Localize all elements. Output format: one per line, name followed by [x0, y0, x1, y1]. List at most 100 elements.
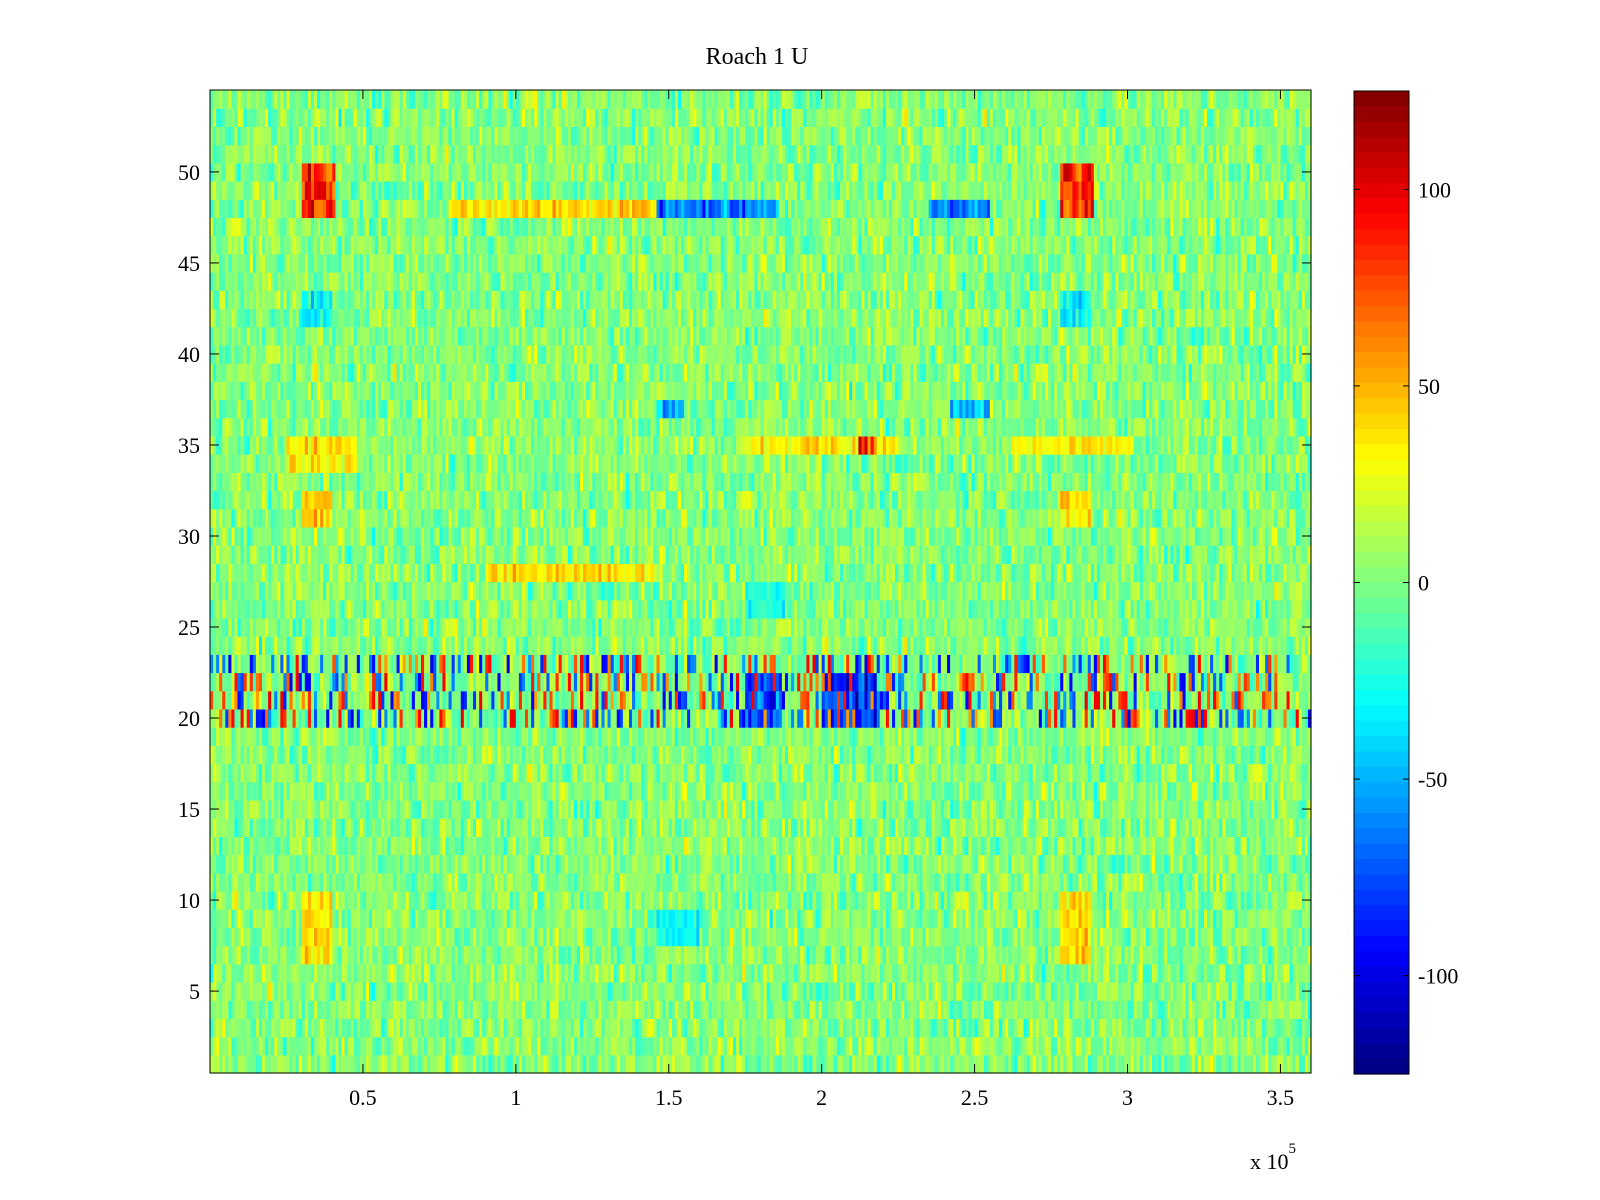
- heatmap-cell: [1219, 1054, 1223, 1074]
- heatmap-cell: [359, 963, 364, 983]
- heatmap-cell: [980, 981, 985, 1001]
- heatmap-cell: [463, 981, 468, 1001]
- heatmap-cell: [240, 1000, 245, 1019]
- heatmap-cell: [583, 1036, 587, 1056]
- heatmap-cell: [677, 1054, 682, 1074]
- heatmap-cell: [399, 963, 404, 983]
- heatmap-cell: [1164, 1000, 1168, 1019]
- heatmap-cell: [717, 1018, 722, 1038]
- heatmap-cell: [1271, 1036, 1275, 1056]
- heatmap-cell: [895, 981, 899, 1001]
- heatmap-cell: [369, 963, 373, 983]
- heatmap-cell: [861, 963, 866, 983]
- heatmap-cell: [815, 963, 820, 983]
- heatmap-cell: [1103, 1036, 1107, 1056]
- heatmap-cell: [821, 1000, 826, 1019]
- heatmap-cell: [329, 1018, 333, 1038]
- heatmap-cell: [1148, 1018, 1153, 1038]
- heatmap-cell: [1106, 1018, 1110, 1038]
- heatmap-cell: [320, 981, 324, 1001]
- heatmap-cell: [387, 963, 392, 983]
- heatmap-cell: [433, 1000, 437, 1019]
- heatmap-cell: [625, 1018, 630, 1038]
- heatmap-cell: [931, 1054, 936, 1074]
- heatmap-cell: [531, 963, 535, 983]
- heatmap-cell: [417, 1036, 422, 1056]
- heatmap-cell: [674, 981, 679, 1001]
- heatmap-cell: [417, 1054, 422, 1074]
- heatmap-cell: [1304, 1054, 1309, 1074]
- heatmap-cell: [830, 1054, 835, 1074]
- heatmap-cell: [748, 1000, 752, 1019]
- heatmap-cell: [1225, 1054, 1230, 1074]
- heatmap-cell: [1262, 1018, 1266, 1038]
- heatmap-cell: [1200, 1054, 1205, 1074]
- heatmap-cell: [684, 963, 688, 983]
- heatmap-cell: [888, 1000, 893, 1019]
- heatmap-cell: [1265, 1054, 1269, 1074]
- heatmap-cell: [249, 981, 254, 1001]
- heatmap-cell: [580, 1036, 584, 1056]
- heatmap-cell: [518, 1054, 523, 1074]
- heatmap-cell: [1008, 981, 1012, 1001]
- heatmap-cell: [231, 981, 236, 1001]
- heatmap-cell: [950, 1000, 954, 1019]
- heatmap-cell: [693, 1018, 697, 1038]
- heatmap-cell: [1057, 1018, 1061, 1038]
- heatmap-cell: [570, 1018, 575, 1038]
- heatmap-cell: [1259, 1018, 1263, 1038]
- heatmap-cell: [1054, 1054, 1058, 1074]
- heatmap-cell: [1017, 1054, 1022, 1074]
- heatmap-cell: [824, 1000, 829, 1019]
- heatmap-cell: [650, 1054, 655, 1074]
- heatmap-cell: [1115, 1054, 1119, 1074]
- heatmap-cell: [476, 1000, 480, 1019]
- heatmap-cell: [531, 1036, 535, 1056]
- heatmap-cell: [399, 1036, 404, 1056]
- heatmap-cell: [592, 981, 596, 1001]
- heatmap-cell: [671, 1036, 676, 1056]
- heatmap-cell: [451, 981, 456, 1001]
- heatmap-cell: [836, 1018, 841, 1038]
- heatmap-cell: [298, 1018, 303, 1038]
- heatmap-cell: [375, 1000, 379, 1019]
- heatmap-cell: [944, 1054, 948, 1074]
- heatmap-cell: [840, 981, 844, 1001]
- heatmap-cell: [729, 1018, 734, 1038]
- heatmap-cell: [353, 1054, 358, 1074]
- heatmap-cell: [479, 963, 483, 983]
- heatmap-cell: [512, 1000, 517, 1019]
- heatmap-cell: [445, 981, 450, 1001]
- heatmap-cell: [528, 1036, 532, 1056]
- heatmap-cell: [800, 981, 804, 1001]
- heatmap-cell: [1185, 1054, 1190, 1074]
- heatmap-cell: [362, 1036, 367, 1056]
- heatmap-cell: [411, 1018, 416, 1038]
- heatmap-cell: [586, 1018, 590, 1038]
- heatmap-cell: [436, 1054, 440, 1074]
- heatmap-cell: [830, 1018, 835, 1038]
- heatmap-cell: [546, 963, 551, 983]
- heatmap-cell: [283, 1018, 288, 1038]
- heatmap-cell: [956, 1036, 960, 1056]
- heatmap-cell: [421, 1054, 425, 1074]
- heatmap-cell: [1164, 981, 1168, 1001]
- heatmap-cell: [656, 1054, 661, 1074]
- heatmap-cell: [1255, 1036, 1260, 1056]
- heatmap-cell: [307, 963, 312, 983]
- heatmap-cell: [885, 1018, 890, 1038]
- heatmap-cell: [919, 963, 924, 983]
- heatmap-cell: [528, 1018, 532, 1038]
- heatmap-cell: [742, 1054, 746, 1074]
- heatmap-cell: [525, 981, 529, 1001]
- heatmap-cell: [344, 1054, 349, 1074]
- heatmap-cell: [408, 1036, 413, 1056]
- heatmap-cell: [922, 1036, 927, 1056]
- heatmap-cell: [720, 1054, 725, 1074]
- heatmap-cell: [457, 1018, 462, 1038]
- heatmap-cell: [913, 1036, 918, 1056]
- heatmap-cell: [552, 963, 557, 983]
- heatmap-cell: [754, 1036, 759, 1056]
- heatmap-cell: [225, 1000, 229, 1019]
- heatmap-cell: [818, 963, 823, 983]
